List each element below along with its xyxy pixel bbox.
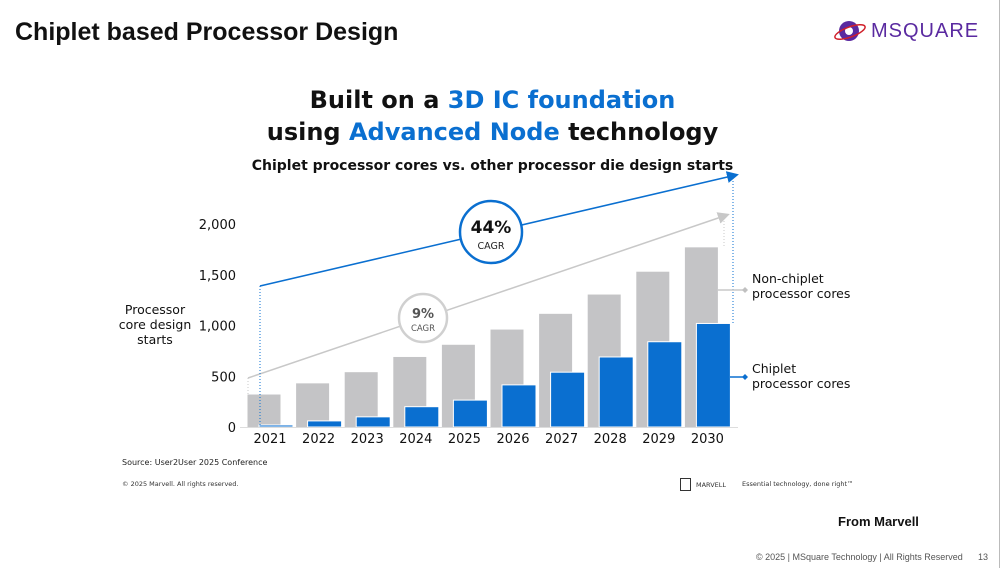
x-tick-label: 2026	[496, 432, 529, 447]
y-tick-label: 2,000	[199, 218, 236, 233]
x-tick-label: 2028	[594, 432, 627, 447]
x-tick-label: 2029	[642, 432, 675, 447]
source-note: Source: User2User 2025 Conference	[122, 458, 268, 467]
msquare-gear-icon	[834, 21, 866, 41]
legend-label: Non-chiplet	[752, 271, 824, 286]
legend-label: processor cores	[752, 286, 851, 301]
cagr-9-circle	[397, 292, 449, 344]
headline-line-2: using Advanced Node technology	[0, 118, 985, 146]
headline-line-1: Built on a 3D IC foundation	[0, 86, 985, 114]
y-tick-label: 1,500	[199, 269, 236, 284]
bar-chiplet-2028	[598, 356, 634, 428]
y-axis-label: Processor core design starts	[115, 302, 195, 347]
bar-chiplet-2030	[695, 322, 731, 428]
headline-text: using	[266, 118, 349, 146]
y-axis-label-line: starts	[137, 332, 173, 347]
y-axis-label-line: core design	[118, 317, 192, 332]
headline-highlight: 3D IC foundation	[447, 86, 676, 114]
chart-title: Chiplet processor cores vs. other proces…	[251, 158, 734, 174]
bar-nonchiplet-2022	[296, 383, 330, 427]
legend-diamond-icon	[742, 374, 748, 380]
marvell-copyright: © 2025 Marvell. All rights reserved.	[122, 480, 239, 488]
headline-text: Built on a	[309, 86, 448, 114]
slide-title: Chiplet based Processor Design	[15, 18, 399, 46]
cagr-9-label: CAGR	[411, 324, 435, 334]
bar-chiplet-2027	[550, 371, 586, 428]
marvell-logo: MARVELL	[680, 478, 726, 491]
legend-label: processor cores	[752, 376, 851, 391]
y-tick-label: 0	[228, 421, 236, 436]
y-tick-label: 1,000	[199, 320, 236, 335]
headline-highlight: Advanced Node	[348, 118, 560, 146]
bar-chiplet-2021	[258, 424, 294, 428]
legend-nonchiplet: Non-chiplet processor cores	[752, 271, 850, 301]
x-tick-label: 2021	[253, 432, 286, 447]
bar-chiplet-2029	[647, 341, 683, 428]
bar-nonchiplet-2021	[247, 394, 281, 427]
cagr-44-circle	[458, 199, 524, 265]
attribution: From Marvell	[838, 514, 919, 529]
cagr-44-value: 44%	[471, 218, 512, 238]
legend-chiplet: Chiplet processor cores	[752, 361, 850, 391]
msquare-logo: MSQUARE	[833, 16, 979, 46]
x-tick-label: 2027	[545, 432, 578, 447]
legend-diamond-icon	[742, 287, 748, 293]
x-tick-label: 2024	[399, 432, 432, 447]
cagr-44-label: CAGR	[478, 241, 505, 252]
headline-text: technology	[559, 118, 719, 146]
bar-chiplet-2026	[501, 384, 537, 428]
x-tick-label: 2022	[302, 432, 335, 447]
bar-chiplet-2024	[404, 406, 440, 428]
y-axis-label-line: Processor	[124, 302, 186, 317]
marvell-tagline: Essential technology, done right™	[742, 480, 854, 488]
logo-text: MSQUARE	[871, 19, 980, 42]
bar-chiplet-2025	[452, 399, 488, 428]
x-tick-label: 2030	[691, 432, 724, 447]
y-tick-label: 500	[211, 370, 236, 385]
bar-chiplet-2022	[307, 420, 343, 428]
marvell-logo-text: MARVELL	[696, 480, 727, 489]
marvell-mark-icon	[680, 478, 691, 491]
x-tick-label: 2025	[448, 432, 481, 447]
page-number: 13	[978, 552, 989, 562]
cagr-9-value: 9%	[412, 307, 434, 322]
legend-label: Chiplet	[752, 361, 797, 376]
x-tick-label: 2023	[351, 432, 384, 447]
bar-chiplet-2023	[355, 416, 391, 428]
nonchiplet-trend-arrow	[247, 212, 730, 379]
footer-copyright: © 2025 | MSquare Technology | All Rights…	[756, 552, 963, 562]
